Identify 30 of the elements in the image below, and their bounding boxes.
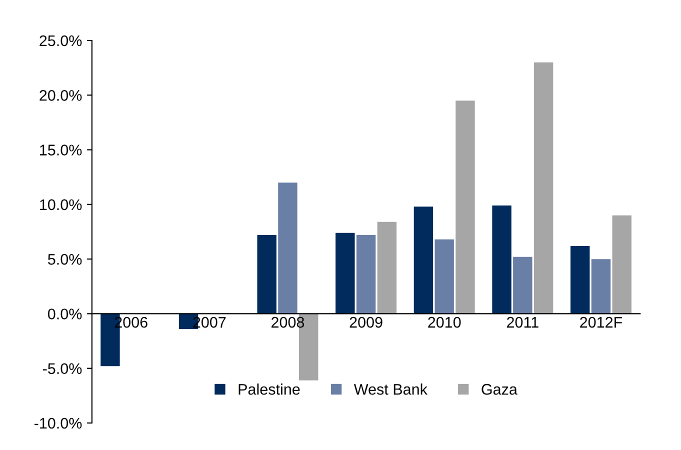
y-tick-label: 0.0%: [48, 308, 82, 320]
x-tick-label: 2008: [272, 316, 304, 328]
y-tick-label: 10.0%: [40, 199, 82, 210]
y-tick-label: 25.0%: [40, 35, 82, 46]
bar: [257, 235, 276, 314]
y-tick-label: -5.0%: [42, 363, 82, 374]
x-tick-label: 2009: [350, 316, 382, 328]
bar: [356, 235, 376, 314]
bar: [492, 206, 512, 314]
x-tick-label: 2012F: [580, 316, 622, 328]
bar: [612, 215, 632, 314]
legend-label: West Bank: [354, 384, 428, 395]
x-tick-label: 2011: [507, 316, 538, 328]
bar: [336, 232, 355, 314]
bar: [434, 239, 454, 314]
bar: [534, 62, 554, 314]
bar: [414, 206, 434, 314]
y-tick-label: -10.0%: [34, 418, 82, 429]
bar: [513, 256, 532, 314]
bar: [278, 182, 298, 314]
y-tick-label: 20.0%: [40, 90, 82, 101]
bar: [591, 259, 611, 314]
legend-label: Palestine: [238, 384, 300, 395]
bar: [456, 100, 475, 314]
bar: [377, 222, 397, 314]
y-tick-label: 5.0%: [48, 254, 82, 265]
x-tick-label: 2010: [428, 316, 461, 328]
legend-label: Gaza: [482, 384, 518, 395]
bar: [570, 246, 590, 314]
y-tick-label: 15.0%: [40, 144, 82, 156]
